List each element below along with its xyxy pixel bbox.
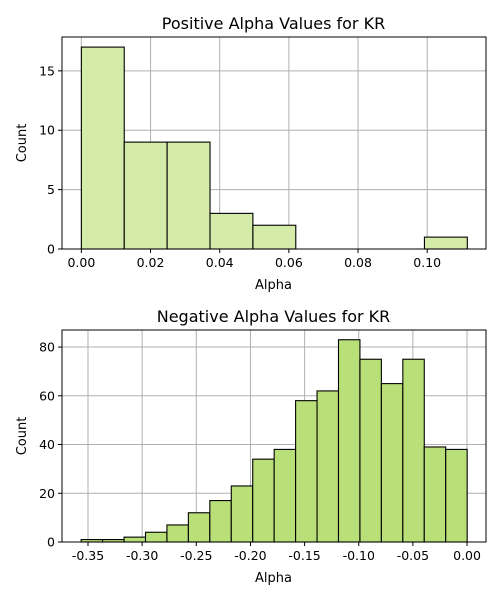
bars [80, 46, 468, 250]
y-axis-label: Count [15, 124, 30, 163]
x-axis-ticks: 0.00 0.02 0.04 0.06 0.08 0.10 [67, 249, 441, 270]
chart-title: Positive Alpha Values for KR [162, 14, 385, 33]
histogram-bar [80, 46, 125, 250]
positive-alpha-histogram: Positive Alpha Values for KR 0.00 0.02 0.0… [15, 14, 487, 293]
histogram-bar [252, 224, 297, 250]
x-tick-label: 0.06 [275, 255, 303, 270]
histogram-bar [187, 512, 211, 543]
x-tick-label: 0.08 [344, 255, 372, 270]
histogram-bar [445, 448, 468, 543]
x-tick-label: -0.10 [343, 548, 375, 563]
histogram-bar [423, 236, 468, 250]
histogram-bar [230, 485, 254, 543]
histogram-bar [359, 358, 382, 543]
histogram-bar [252, 458, 275, 543]
y-tick-label: 40 [39, 437, 55, 452]
x-tick-label: -0.20 [234, 548, 266, 563]
histogram-bar [123, 536, 147, 543]
y-axis-ticks: 0 20 40 60 80 [39, 340, 62, 550]
y-axis-label: Count [15, 417, 30, 456]
histogram-bar [209, 212, 254, 250]
histogram-bar [166, 141, 211, 250]
chart-title: Negative Alpha Values for KR [157, 307, 391, 326]
x-axis-label: Alpha [255, 278, 292, 293]
x-tick-label: -0.15 [288, 548, 320, 563]
y-tick-label: 0 [47, 242, 55, 257]
histogram-bar [337, 339, 361, 543]
x-tick-label: 0.02 [137, 255, 165, 270]
plot-frame [61, 36, 487, 250]
y-tick-label: 0 [47, 535, 55, 550]
histogram-bar [295, 400, 318, 543]
negative-alpha-histogram: Negative Alpha Values for KR -0.35 -0.30-… [15, 307, 487, 586]
histogram-bar [166, 524, 189, 543]
histogram-bar [273, 448, 297, 543]
histogram-bar [316, 390, 340, 543]
histogram-bar [402, 358, 425, 543]
x-tick-label: -0.05 [397, 548, 429, 563]
x-tick-label: -0.35 [72, 548, 104, 563]
histogram-bar [380, 383, 404, 543]
x-tick-label: 0.00 [67, 255, 95, 270]
y-axis-ticks: 0 5 10 15 [39, 63, 62, 257]
plot-frame [61, 329, 487, 543]
x-tick-label: -0.25 [180, 548, 212, 563]
y-tick-label: 10 [39, 123, 55, 138]
x-axis-ticks: -0.35 -0.30 -0.25 -0.20 -0.15 -0.10 -0.05 0.00 [72, 542, 481, 563]
x-tick-label: -0.30 [126, 548, 158, 563]
x-tick-label: 0.04 [206, 255, 234, 270]
y-tick-label: 20 [39, 486, 55, 501]
histogram-bar [144, 531, 168, 543]
y-tick-label: 15 [39, 63, 55, 78]
bars [80, 339, 468, 543]
x-tick-label: 0.00 [453, 548, 481, 563]
y-tick-label: 80 [39, 340, 55, 355]
histogram-bar [209, 500, 232, 543]
histogram-bar [123, 141, 168, 250]
histogram-bar [423, 446, 447, 543]
x-tick-label: 0.10 [413, 255, 441, 270]
y-tick-label: 60 [39, 388, 55, 403]
x-axis-label: Alpha [255, 571, 292, 586]
y-tick-label: 5 [47, 182, 55, 197]
